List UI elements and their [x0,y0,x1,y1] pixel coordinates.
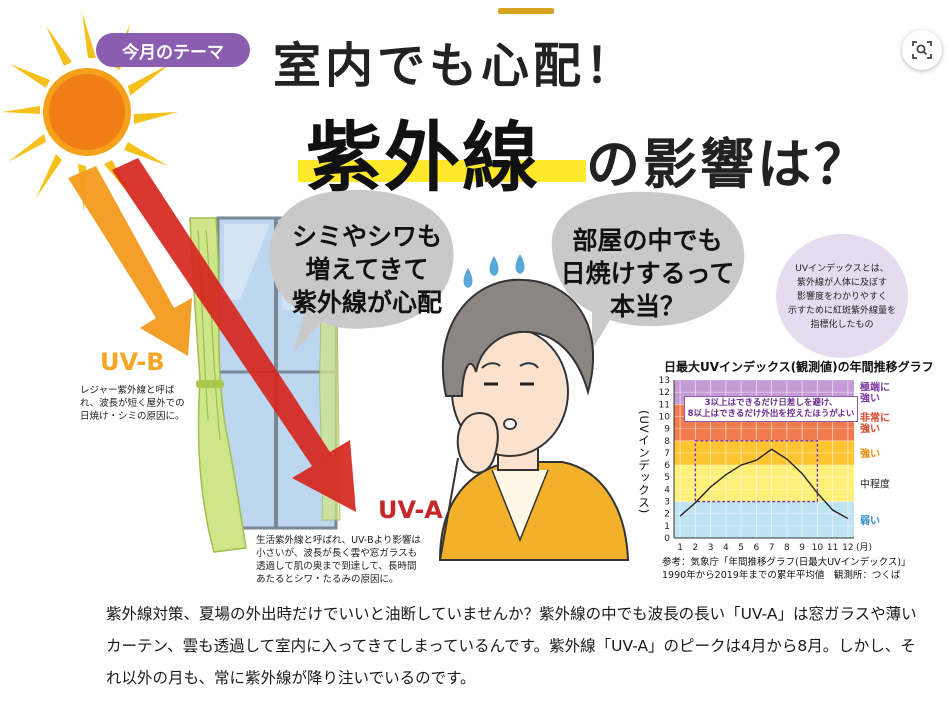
chart-y-tick-label: 9 [664,425,670,435]
chart-annotation: 3以上はできるだけ日差しを避け、 8以上はできるだけ外出を控えたほうがよい [684,396,858,422]
chart-x-tick-label: 11 [827,543,838,553]
chart-band-label: 強い [860,422,880,435]
uv-note-circle [776,234,908,358]
chart-band-label: 極端に [860,381,890,394]
uva-title: UV-A [378,496,443,524]
chart-x-tick-label: 9 [799,543,805,553]
chart-band-label: 中程度 [860,477,890,490]
chart-x-tick-label: 10 [812,543,824,553]
chart-y-tick-label: 6 [664,461,670,471]
chart-x-tick-label: 6 [754,543,760,553]
chart-band-1 [674,465,854,502]
speech-bubble-left-text: シミやシワも 増えてきて 紫外線が心配 [291,222,442,317]
headline-main: 紫外線 [306,113,540,202]
sun-icon [2,12,178,212]
uv-index-note: UVインデックスとは、 紫外線が人体に及ぼす 影響度をわかりやすく 示すために紅… [788,264,897,330]
headline-rest: の影響は？ [586,133,871,196]
chart-x-tick-label: 4 [723,543,729,553]
chart-band-label: 非常に [860,411,890,424]
chart-x-tick-label: 12 [842,543,853,553]
chart-series-line [679,448,849,520]
chart-x-axis-label: (月) [856,542,872,553]
chart-y-tick-label: 2 [664,510,670,520]
worried-woman [438,278,630,561]
chart-y-tick-label: 10 [659,412,671,422]
chart-band-label: 強い [860,392,880,405]
chart-x-tick-label: 8 [784,543,790,553]
chart-y-axis-label: (UVインデックス) [637,410,651,515]
chart-y-tick-label: 4 [664,485,670,495]
chart-band-label: 強い [860,447,880,460]
speech-bubble-right [551,191,745,350]
chart-y-tick-label: 0 [664,534,670,544]
chart-x-tick-label: 2 [692,543,698,553]
uva-arrow [112,158,356,512]
headline-highlight [298,160,586,182]
chart-y-tick-label: 12 [659,388,670,398]
chart-y-tick-label: 3 [664,498,670,508]
chart-x-tick-label: 5 [738,543,744,553]
chart-y-tick-label: 11 [659,400,670,410]
uva-description: 生活紫外線と呼ばれ、UV-Bより影響は 小さいが、波長が長く雲や窓ガラスも 透過… [256,535,421,585]
chart-x-tick-label: 7 [769,543,775,553]
uvb-title: UV-B [100,348,165,376]
chart-y-tick-label: 1 [664,522,670,532]
chart-y-tick-label: 7 [664,449,670,459]
body-text: 紫外線対策、夏場の外出時だけでいいと油断していませんか？紫外線の中でも波長の長い… [106,605,917,687]
uvb-description: レジャー紫外線と呼ば れ、波長が短く屋外での 日焼け・シミの原因に。 [80,385,185,422]
chart-band-label: 弱い [860,515,880,527]
chart-highlight-box [694,440,819,503]
chart-x-tick-label: 3 [708,543,714,553]
uvb-arrow [68,166,192,356]
chart-y-tick-label: 13 [659,376,670,386]
theme-tag: 今月のテーマ [96,33,250,67]
sweat-drops-icon [463,254,525,288]
chart-y-tick-label: 5 [664,473,670,483]
camera-search-button[interactable] [902,30,942,70]
chart-source: 参考：気象庁「年間推移グラフ(日最大UVインデックス)」 1990年から2019… [662,557,911,581]
chart-x-tick-label: 1 [677,543,683,553]
headline-line1: 室内でも心配！ [273,38,638,94]
top-accent-bar [498,8,554,14]
chart-title: 日最大UVインデックス(観測値)の年間推移グラフ [664,360,934,374]
chart-y-tick-label: 8 [664,437,670,447]
speech-bubble-left [269,189,454,352]
camera-search-icon [912,41,932,59]
speech-bubble-right-text: 部屋の中でも 日焼けするって 本当？ [560,226,735,321]
chart-band-0 [674,501,854,538]
